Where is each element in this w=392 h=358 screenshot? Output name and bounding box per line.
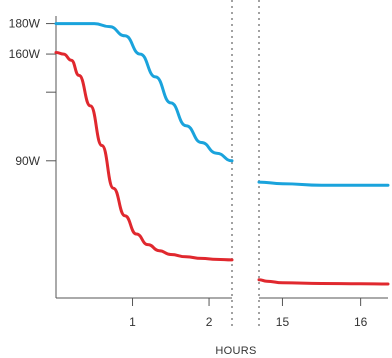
y-tick-label: 180W xyxy=(9,17,41,31)
x-tick-label: 1 xyxy=(129,315,136,329)
series-line xyxy=(54,22,234,163)
series-line xyxy=(257,180,390,187)
series-line xyxy=(54,51,234,262)
plot-lines xyxy=(54,22,390,286)
x-axis: 1 2 15 16 xyxy=(56,297,388,329)
series-line xyxy=(257,278,390,286)
x-tick-label: 15 xyxy=(276,315,290,329)
y-axis: 180W 160W 90W xyxy=(9,16,57,298)
x-axis-title: HOURS xyxy=(215,345,256,357)
x-tick-label: 2 xyxy=(206,315,213,329)
y-tick-label: 160W xyxy=(9,47,41,61)
break-lines xyxy=(231,0,260,328)
x-tick-label: 16 xyxy=(354,315,368,329)
y-tick-label: 90W xyxy=(15,154,40,168)
